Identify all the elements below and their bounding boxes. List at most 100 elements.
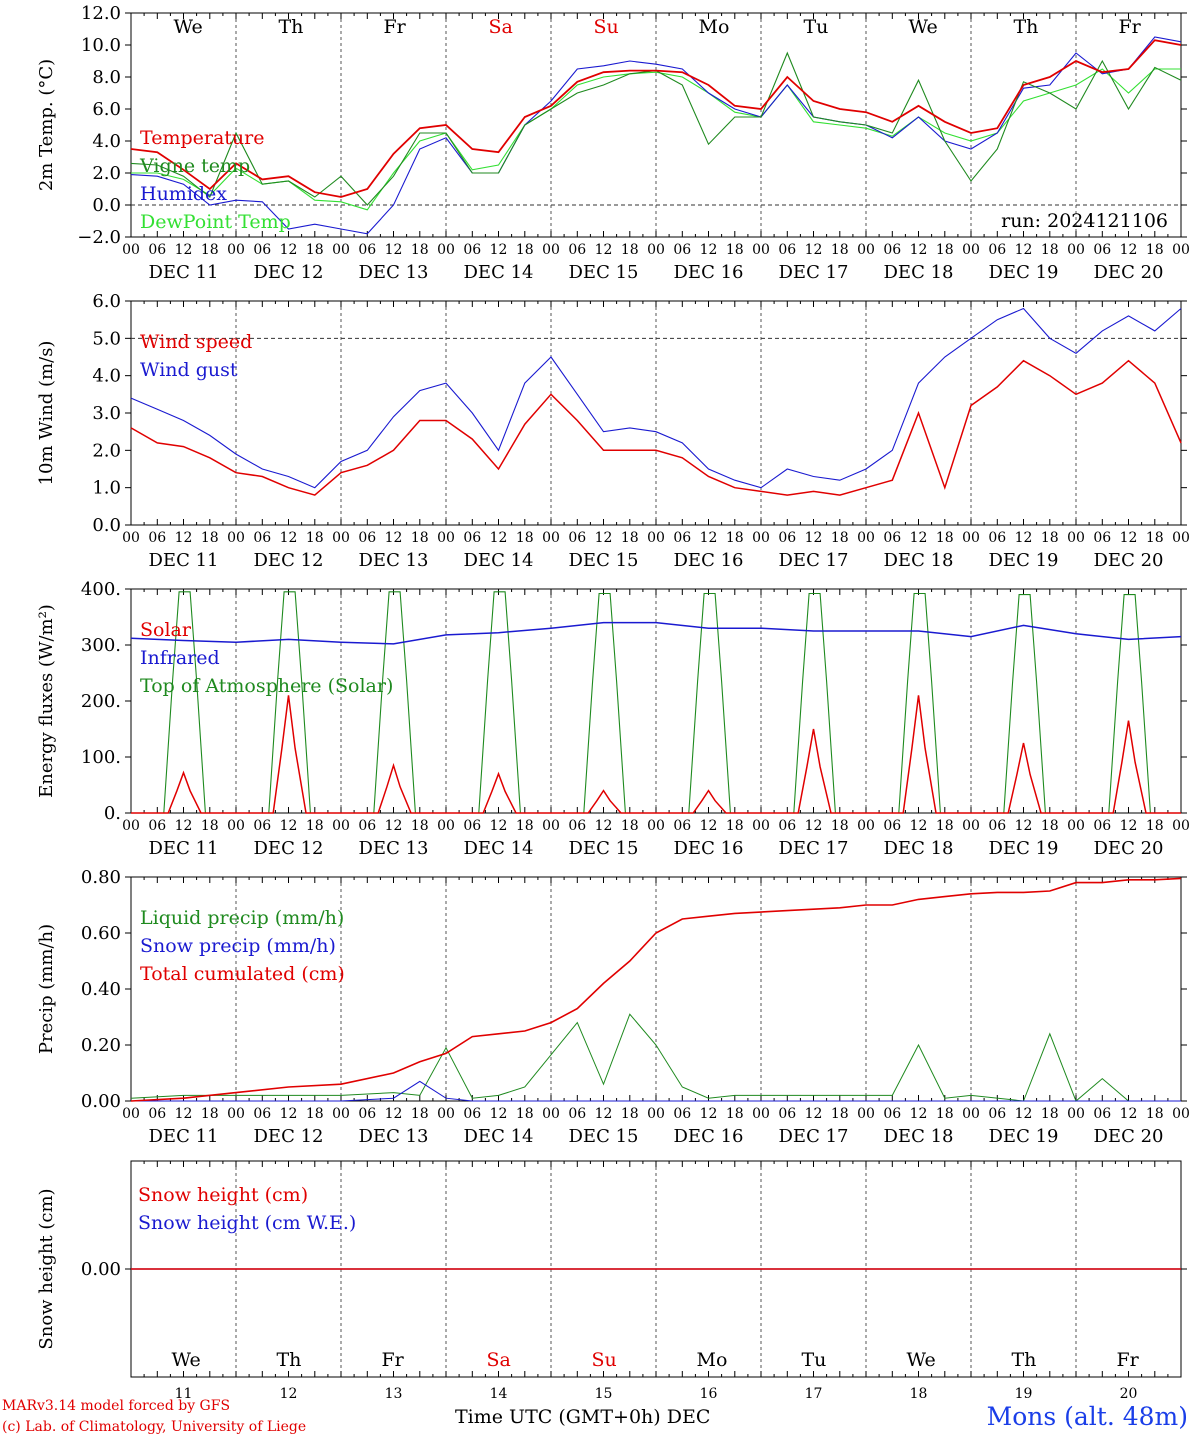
series-line xyxy=(130,1013,1181,1102)
legend-entry: Vigne temp xyxy=(139,155,250,177)
x-hour-label: 00 xyxy=(332,1106,350,1122)
x-date-label: DEC 14 xyxy=(464,1126,534,1147)
day-number-label: 11 xyxy=(175,1386,193,1402)
x-hour-label: 18 xyxy=(411,530,429,546)
x-hour-label: 00 xyxy=(437,242,455,258)
x-hour-label: 18 xyxy=(1146,1106,1164,1122)
y-tick-label: 10.0 xyxy=(81,35,121,56)
legend-entry: Snow height (cm) xyxy=(138,1184,308,1206)
hour-ticks xyxy=(130,301,1182,525)
station-label: Mons (alt. 48m) xyxy=(986,1402,1188,1431)
x-hour-label: 12 xyxy=(175,818,193,834)
x-hour-label: 12 xyxy=(280,818,298,834)
series-line xyxy=(130,359,1182,496)
x-hour-label: 06 xyxy=(253,1106,271,1122)
legend-entry: Infrared xyxy=(140,647,220,669)
y-tick-label: 100. xyxy=(81,747,121,768)
day-letter: We xyxy=(172,1349,201,1371)
x-hour-label: 12 xyxy=(805,1106,823,1122)
x-hour-label: 12 xyxy=(910,818,928,834)
x-hour-label: 12 xyxy=(385,242,403,258)
y-tick-label: 300. xyxy=(81,635,121,656)
x-hour-label: 00 xyxy=(1172,530,1190,546)
x-hour-label: 00 xyxy=(962,1106,980,1122)
x-date-label: DEC 19 xyxy=(989,838,1059,859)
x-date-label: DEC 12 xyxy=(254,838,324,859)
day-letter: Su xyxy=(594,16,619,38)
y-tick-label: 0.0 xyxy=(92,195,121,216)
x-hour-label: 06 xyxy=(1093,242,1111,258)
y-tick-label: 4.0 xyxy=(92,366,121,387)
x-hour-label: 18 xyxy=(306,818,324,834)
x-hour-label: 00 xyxy=(542,818,560,834)
x-hour-label: 12 xyxy=(700,1106,718,1122)
legend-entry: Wind gust xyxy=(140,359,238,381)
x-date-label: DEC 18 xyxy=(884,262,954,283)
series-line xyxy=(130,36,1182,235)
x-hour-label: 18 xyxy=(516,818,534,834)
y-tick-label: 6.0 xyxy=(92,291,121,312)
y-tick-label: 4.0 xyxy=(92,131,121,152)
x-hour-label: 12 xyxy=(1120,530,1138,546)
day-letter: Mo xyxy=(699,16,730,38)
day-letter: Fr xyxy=(384,16,407,38)
x-hour-label: 06 xyxy=(253,818,271,834)
x-hour-label: 12 xyxy=(490,530,508,546)
x-hour-label: 00 xyxy=(437,818,455,834)
x-hour-label: 18 xyxy=(516,242,534,258)
x-hour-label: 06 xyxy=(358,242,376,258)
x-hour-label: 00 xyxy=(962,818,980,834)
x-hour-label: 18 xyxy=(831,818,849,834)
x-hour-label: 00 xyxy=(332,530,350,546)
day-letter: We xyxy=(907,1349,936,1371)
x-date-label: DEC 11 xyxy=(149,262,219,283)
x-hour-label: 06 xyxy=(358,818,376,834)
x-hour-label: 18 xyxy=(936,1106,954,1122)
x-hour-label: 12 xyxy=(490,818,508,834)
x-hour-label: 06 xyxy=(568,818,586,834)
x-hour-label: 18 xyxy=(1146,242,1164,258)
x-date-label: DEC 14 xyxy=(464,550,534,571)
x-hour-label: 18 xyxy=(621,818,639,834)
x-hour-label: 00 xyxy=(752,530,770,546)
day-letter: Tu xyxy=(804,16,829,38)
x-date-label: DEC 16 xyxy=(674,262,744,283)
x-hour-label: 06 xyxy=(358,1106,376,1122)
x-hour-label: 06 xyxy=(673,1106,691,1122)
x-hour-label: 12 xyxy=(700,818,718,834)
legend-entry: Top of Atmosphere (Solar) xyxy=(140,675,393,697)
day-letter: Th xyxy=(1014,16,1039,38)
x-hour-label: 06 xyxy=(463,818,481,834)
x-hour-label: 18 xyxy=(621,1106,639,1122)
x-hour-label: 18 xyxy=(201,530,219,546)
x-hour-label: 00 xyxy=(227,1106,245,1122)
x-hour-label: 06 xyxy=(883,1106,901,1122)
x-hour-label: 00 xyxy=(647,530,665,546)
x-hour-label: 00 xyxy=(962,530,980,546)
x-hour-label: 00 xyxy=(1067,530,1085,546)
x-date-label: DEC 15 xyxy=(569,838,639,859)
run-annotation: run: 2024121106 xyxy=(1001,210,1168,232)
x-hour-label: 12 xyxy=(490,242,508,258)
x-hour-label: 18 xyxy=(936,530,954,546)
x-hour-label: 18 xyxy=(936,818,954,834)
x-hour-label: 00 xyxy=(647,242,665,258)
x-hour-label: 00 xyxy=(122,530,140,546)
x-hour-label: 06 xyxy=(673,818,691,834)
x-hour-label: 12 xyxy=(490,1106,508,1122)
x-hour-label: 00 xyxy=(752,818,770,834)
x-date-label: DEC 12 xyxy=(254,1126,324,1147)
x-date-label: DEC 13 xyxy=(359,262,429,283)
x-hour-label: 06 xyxy=(778,530,796,546)
x-hour-label: 06 xyxy=(1093,530,1111,546)
x-hour-label: 06 xyxy=(358,530,376,546)
x-date-label: DEC 11 xyxy=(149,550,219,571)
x-date-label: DEC 12 xyxy=(254,550,324,571)
y-axis-label: Precip (mm/h) xyxy=(36,924,57,1054)
x-hour-label: 06 xyxy=(148,530,166,546)
y-tick-label: 12.0 xyxy=(81,3,121,24)
x-hour-label: 12 xyxy=(595,818,613,834)
x-date-label: DEC 16 xyxy=(674,550,744,571)
legend-entry: Humidex xyxy=(140,183,227,205)
day-number-label: 12 xyxy=(280,1386,298,1402)
